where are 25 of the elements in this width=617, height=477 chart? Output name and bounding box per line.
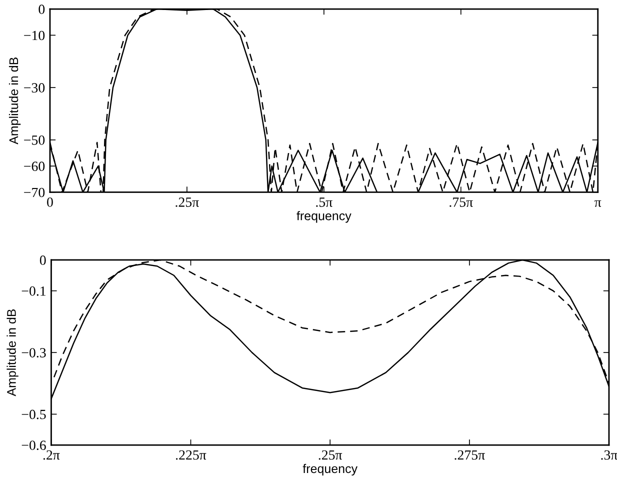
x-tick-label: .25π	[318, 450, 342, 460]
x-tick-label: .75π	[450, 198, 473, 207]
x-tick-label: π	[594, 200, 602, 207]
x-tick-label: .25π	[176, 198, 199, 207]
y-tick-label: 0	[38, 4, 45, 14]
y-tick-label: 0	[40, 256, 46, 265]
x-tick-label: 0	[47, 197, 53, 207]
y-axis-title: Amplitude in dB	[6, 309, 18, 396]
x-tick-label: .5π	[316, 198, 332, 207]
y-tick-label: −0.3	[22, 348, 46, 358]
y-axis-title: Amplitude in dB	[8, 58, 21, 144]
y-tick-label: −10	[24, 30, 45, 40]
y-tick-label: −60	[24, 162, 45, 172]
x-tick-label: .3π	[601, 450, 617, 460]
x-axis-title: frequency	[296, 211, 352, 223]
y-tick-label: −0.1	[22, 286, 46, 296]
y-tick-label: −0.5	[22, 410, 46, 420]
x-tick-label: .2π	[43, 450, 60, 460]
x-axis-title: frequency	[302, 464, 358, 476]
x-tick-label: .225π	[176, 450, 206, 460]
y-tick-label: −30	[24, 83, 45, 93]
x-tick-label: .275π	[454, 450, 485, 460]
y-tick-label: −0.6	[22, 440, 46, 450]
y-tick-label: −70	[24, 188, 45, 198]
y-tick-label: −50	[24, 135, 45, 145]
